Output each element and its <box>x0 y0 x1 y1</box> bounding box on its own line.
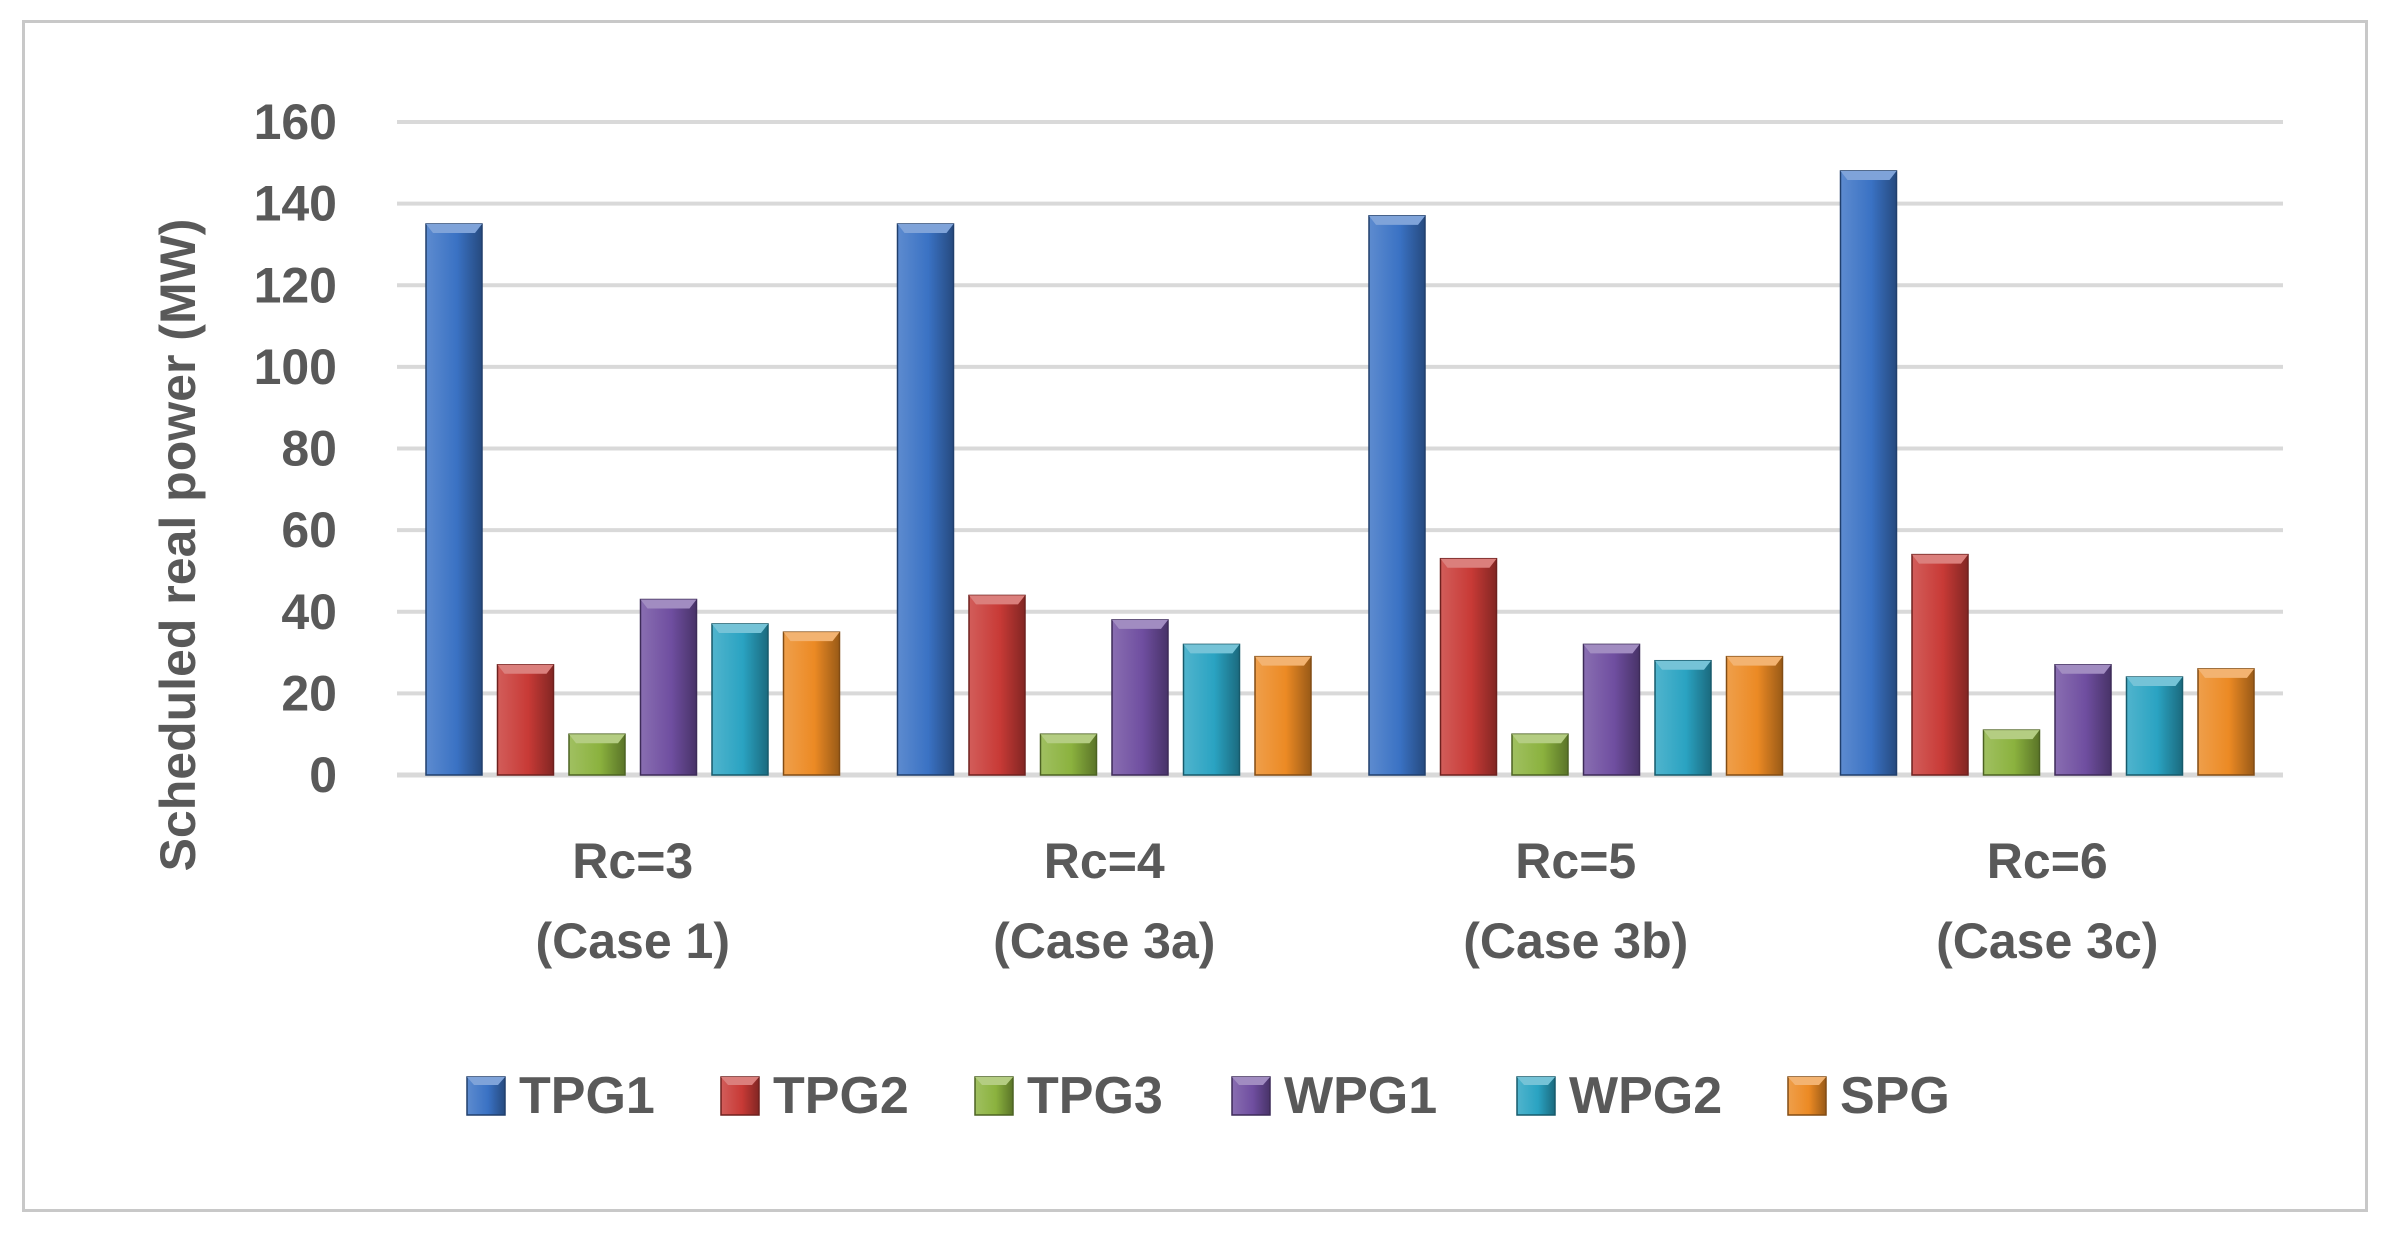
bar-spg <box>782 631 841 776</box>
bar-wpg1 <box>2054 664 2112 776</box>
bar-wpg1 <box>1111 619 1169 776</box>
y-axis-ticks: 0 20 40 60 80 100 120 140 160 <box>254 94 337 803</box>
bar-tpg2 <box>496 664 555 776</box>
x-tick-label: (Case 3c) <box>1936 913 2158 969</box>
legend-label: TPG1 <box>519 1067 655 1125</box>
x-tick-label: Rc=3 <box>572 833 693 889</box>
bar-wpg2 <box>1654 659 1712 776</box>
y-tick-label: 60 <box>281 502 337 558</box>
x-tick-label: Rc=6 <box>1987 833 2108 889</box>
y-tick-label: 0 <box>309 747 337 803</box>
legend-label: SPG <box>1840 1067 1950 1125</box>
x-tick-label: Rc=5 <box>1515 833 1636 889</box>
bar-tpg2 <box>1911 553 1969 776</box>
legend-label: WPG1 <box>1284 1067 1437 1125</box>
bar-tpg3 <box>1039 733 1098 776</box>
legend-item-wpg2: WPG2 <box>1516 1067 1722 1125</box>
bar-tpg1 <box>425 223 483 776</box>
legend-label: TPG2 <box>773 1067 909 1125</box>
bar-tpg1 <box>1839 170 1898 776</box>
bar-spg <box>1254 655 1312 776</box>
x-axis-categories: Rc=3 (Case 1) Rc=4 (Case 3a) Rc=5 (Case 3b) Rc… <box>535 833 2158 969</box>
bar-wpg1 <box>639 598 698 776</box>
x-tick-label: (Case 1) <box>535 913 730 969</box>
legend-label: TPG3 <box>1027 1067 1163 1125</box>
legend-item-tpg2: TPG2 <box>720 1067 909 1125</box>
legend-label: WPG2 <box>1569 1067 1722 1125</box>
y-tick-label: 20 <box>281 665 337 721</box>
bar-wpg1 <box>1582 643 1641 776</box>
y-tick-label: 40 <box>281 584 337 640</box>
y-tick-label: 100 <box>254 339 337 395</box>
bar-tpg2 <box>968 594 1026 776</box>
y-tick-label: 120 <box>254 257 337 313</box>
legend-item-spg: SPG <box>1787 1067 1950 1125</box>
bar-spg <box>2197 668 2255 776</box>
y-tick-label: 140 <box>254 176 337 232</box>
x-tick-label: (Case 3b) <box>1463 913 1688 969</box>
bar-tpg1 <box>1368 215 1426 776</box>
x-tick-label: (Case 3a) <box>993 913 1215 969</box>
bar-tpg3 <box>1982 729 2041 776</box>
legend-item-tpg1: TPG1 <box>466 1067 655 1125</box>
legend-item-tpg3: TPG3 <box>974 1067 1163 1125</box>
bar-wpg2 <box>2125 676 2184 776</box>
bar-wpg2 <box>1182 643 1241 776</box>
bar-tpg3 <box>568 733 626 776</box>
bar-tpg3 <box>1511 733 1569 776</box>
legend-item-wpg1: WPG1 <box>1231 1067 1437 1125</box>
bar-tpg2 <box>1439 557 1498 776</box>
y-tick-label: 160 <box>254 94 337 150</box>
chart-frame <box>22 20 2368 1212</box>
bars <box>425 170 2255 776</box>
bar-wpg2 <box>711 623 769 776</box>
y-axis-label: Scheduled real power (MW) <box>150 219 206 872</box>
bar-spg <box>1725 655 1784 776</box>
x-tick-label: Rc=4 <box>1044 833 1165 889</box>
bar-tpg1 <box>896 223 955 776</box>
y-tick-label: 80 <box>281 421 337 477</box>
legend: TPG1 TPG2 TPG3 WPG1 WPG2 SPG <box>466 1067 1950 1125</box>
